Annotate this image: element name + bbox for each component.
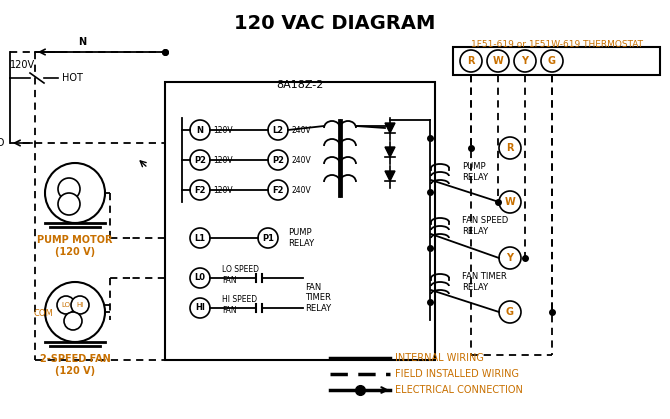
Text: HI SPEED
FAN: HI SPEED FAN (222, 295, 257, 315)
Polygon shape (385, 123, 395, 133)
Text: F2: F2 (194, 186, 206, 194)
Text: W: W (492, 56, 503, 66)
Circle shape (190, 150, 210, 170)
Text: PUMP MOTOR
(120 V): PUMP MOTOR (120 V) (38, 235, 113, 256)
Circle shape (268, 150, 288, 170)
Text: L2: L2 (273, 126, 283, 134)
Text: FAN TIMER
RELAY: FAN TIMER RELAY (462, 272, 507, 292)
Circle shape (499, 247, 521, 269)
Text: FAN SPEED
RELAY: FAN SPEED RELAY (462, 216, 509, 236)
Text: 120V: 120V (10, 60, 35, 70)
Circle shape (45, 163, 105, 223)
Text: FIELD INSTALLED WIRING: FIELD INSTALLED WIRING (395, 369, 519, 379)
Text: 1F51-619 or 1F51W-619 THERMOSTAT: 1F51-619 or 1F51W-619 THERMOSTAT (471, 40, 643, 49)
Text: 2-SPEED FAN
(120 V): 2-SPEED FAN (120 V) (40, 354, 111, 375)
Circle shape (499, 137, 521, 159)
Text: HOT: HOT (62, 73, 83, 83)
Bar (453, 47, 660, 75)
Text: P2: P2 (194, 155, 206, 165)
Polygon shape (385, 147, 395, 157)
Circle shape (64, 312, 82, 330)
Circle shape (71, 296, 89, 314)
Text: 120 VAC DIAGRAM: 120 VAC DIAGRAM (234, 14, 436, 33)
Text: COM: COM (33, 310, 53, 318)
Circle shape (268, 180, 288, 200)
Text: LO: LO (62, 302, 70, 308)
Circle shape (460, 50, 482, 72)
Text: 120V: 120V (213, 186, 232, 194)
Text: W: W (505, 197, 515, 207)
Circle shape (541, 50, 563, 72)
Text: 8A18Z-2: 8A18Z-2 (276, 80, 324, 90)
Circle shape (45, 282, 105, 342)
Text: G: G (506, 307, 514, 317)
Circle shape (258, 228, 278, 248)
Circle shape (499, 301, 521, 323)
Circle shape (190, 228, 210, 248)
Text: P1: P1 (262, 233, 274, 243)
Text: R: R (467, 56, 475, 66)
Text: L1: L1 (194, 233, 206, 243)
Text: ELECTRICAL CONNECTION: ELECTRICAL CONNECTION (395, 385, 523, 395)
Text: P2: P2 (272, 155, 284, 165)
Text: HI: HI (195, 303, 205, 313)
Text: INTERNAL WIRING: INTERNAL WIRING (395, 353, 484, 363)
Circle shape (190, 120, 210, 140)
Text: G: G (548, 56, 556, 66)
Text: HI: HI (76, 302, 84, 308)
Text: 120V: 120V (213, 126, 232, 134)
Text: 120V: 120V (213, 155, 232, 165)
Text: 240V: 240V (291, 155, 311, 165)
Text: R: R (507, 143, 514, 153)
Circle shape (58, 178, 80, 200)
Circle shape (487, 50, 509, 72)
Text: Y: Y (521, 56, 529, 66)
Text: PUMP
RELAY: PUMP RELAY (288, 228, 314, 248)
Text: PUMP
RELAY: PUMP RELAY (462, 162, 488, 182)
Bar (165, 82, 435, 360)
Circle shape (190, 268, 210, 288)
Text: GND: GND (0, 138, 5, 148)
Text: L0: L0 (194, 274, 206, 282)
Circle shape (57, 296, 75, 314)
Text: Y: Y (507, 253, 513, 263)
Text: 240V: 240V (291, 126, 311, 134)
Text: LO SPEED
FAN: LO SPEED FAN (222, 265, 259, 285)
Polygon shape (385, 171, 395, 181)
Circle shape (499, 191, 521, 213)
Circle shape (190, 298, 210, 318)
Circle shape (190, 180, 210, 200)
Circle shape (268, 120, 288, 140)
Text: 240V: 240V (291, 186, 311, 194)
Text: N: N (196, 126, 204, 134)
Text: F2: F2 (272, 186, 284, 194)
Circle shape (514, 50, 536, 72)
Text: FAN
TIMER
RELAY: FAN TIMER RELAY (305, 283, 331, 313)
Text: N: N (78, 37, 86, 47)
Circle shape (58, 193, 80, 215)
